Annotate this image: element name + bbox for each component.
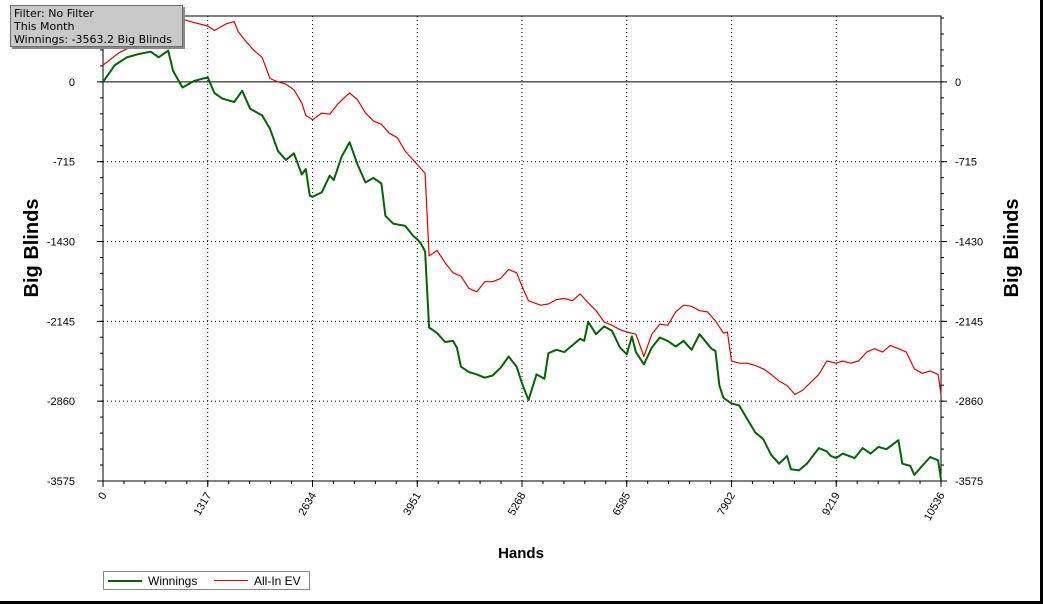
window-bottom-border xyxy=(0,601,1043,604)
legend-label-winnings: Winnings xyxy=(148,574,198,588)
series-line-winnings xyxy=(102,49,942,480)
legend: Winnings All-In EV xyxy=(103,571,310,590)
window-right-border xyxy=(1040,0,1043,604)
x-tick-label: 2634 xyxy=(296,491,319,518)
legend-label-allin-ev: All-In EV xyxy=(254,574,301,588)
legend-item-winnings[interactable]: Winnings xyxy=(108,574,208,588)
legend-swatch-allin-ev xyxy=(214,580,248,581)
y-tick-label-left: -2860 xyxy=(47,396,75,408)
legend-item-allin-ev[interactable]: All-In EV xyxy=(214,574,309,588)
y-tick-label-left: -3575 xyxy=(47,476,75,488)
y-tick-label-left: -2145 xyxy=(47,316,75,328)
y-tick-label-left: 0 xyxy=(69,77,75,89)
y-tick-label-left: -715 xyxy=(53,157,75,169)
y-axis-label-right: Big Blinds xyxy=(1001,199,1023,298)
x-tick-label: 3951 xyxy=(401,491,424,518)
x-axis-label: Hands xyxy=(498,545,544,562)
winnings-text: Winnings: -3563.2 Big Blinds xyxy=(14,33,172,46)
x-tick-label: 10536 xyxy=(922,491,948,523)
axes: 0 1317 2634 3951 5268 6585 7902 9219 10536 0 0 -715… xyxy=(47,15,983,523)
y-axis-label-left: Big Blinds xyxy=(21,199,43,298)
y-tick-label-right: -3575 xyxy=(955,476,983,488)
series-line-allin-ev xyxy=(102,18,942,396)
series xyxy=(102,18,942,480)
x-tick-label: 0 xyxy=(96,491,109,502)
y-tick-label-right: -2860 xyxy=(955,396,983,408)
y-tick-label-right: 0 xyxy=(955,77,961,89)
x-tick-label: 1317 xyxy=(192,491,215,518)
x-tick-label: 5268 xyxy=(506,491,529,518)
x-tick-label: 9219 xyxy=(820,491,843,518)
y-tick-label-right: -715 xyxy=(955,157,977,169)
y-tick-label-right: -1430 xyxy=(955,237,983,249)
period-text: This Month xyxy=(14,20,75,33)
x-tick-label: 6585 xyxy=(611,491,634,518)
filter-info-box: Filter: No Filter This Month Winnings: -… xyxy=(10,5,183,47)
y-tick-label-left: -1430 xyxy=(47,237,75,249)
filter-text: Filter: No Filter xyxy=(14,7,94,20)
x-tick-label: 7902 xyxy=(715,491,738,518)
legend-swatch-winnings xyxy=(108,580,142,582)
y-tick-label-right: -2145 xyxy=(955,316,983,328)
grid xyxy=(103,16,941,481)
